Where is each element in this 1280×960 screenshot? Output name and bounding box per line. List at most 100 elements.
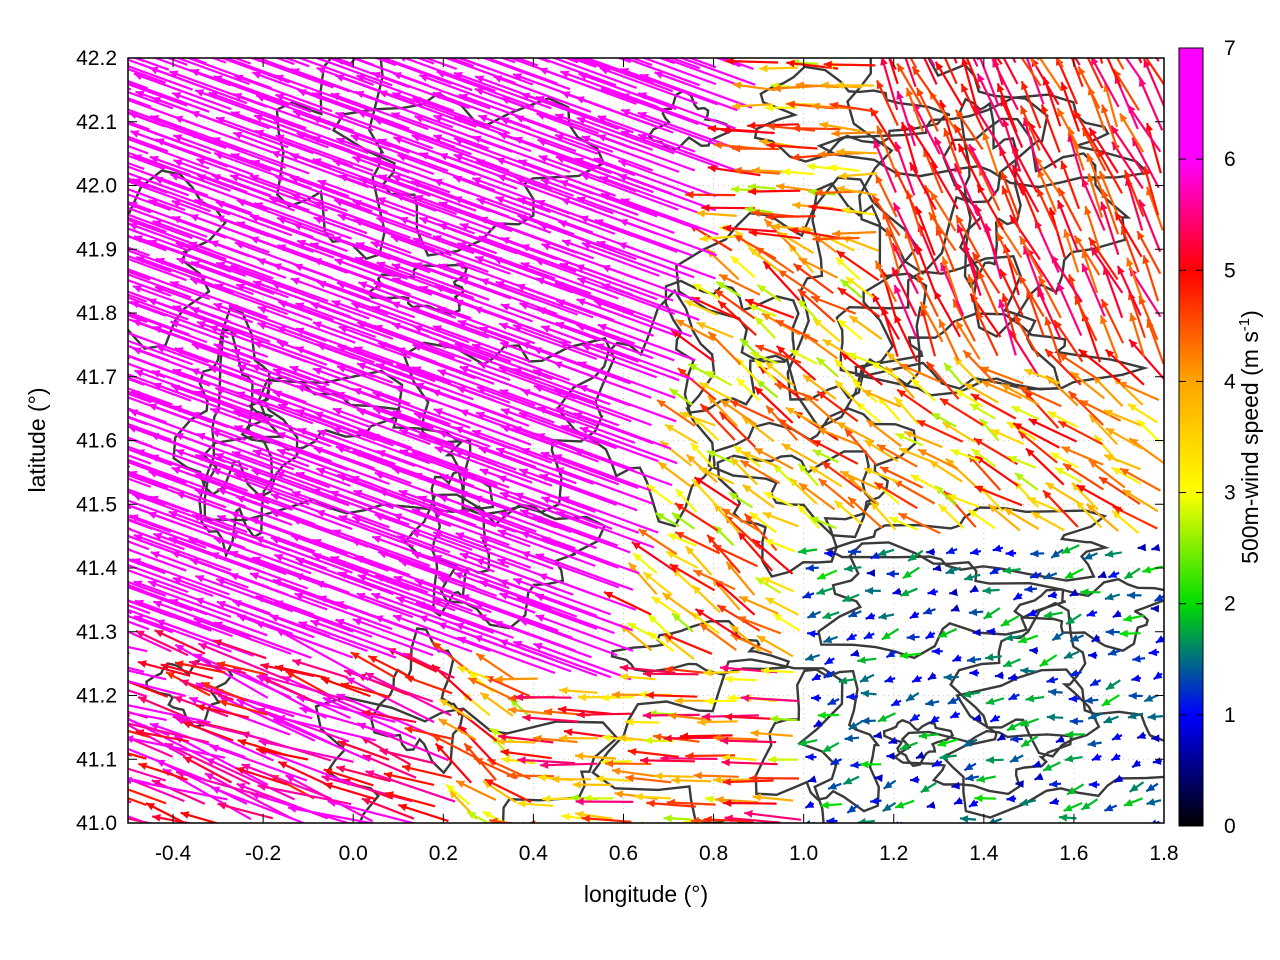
wind-arrow-head	[818, 478, 828, 487]
wind-arrow-head	[909, 162, 918, 172]
wind-arrow-head	[195, 473, 204, 481]
wind-arrow-head	[30, 97, 39, 104]
wind-arrow-head	[357, 362, 366, 370]
wind-arrow-head	[581, 242, 591, 250]
wind-arrow-head	[1124, 170, 1132, 179]
wind-arrow-head	[906, 87, 914, 97]
wind-arrow-head	[749, 774, 758, 783]
wind-arrow-shaft	[168, 536, 267, 575]
wind-arrow-head	[946, 546, 956, 555]
wind-arrow-shaft	[1128, 291, 1147, 339]
wind-arrow-shaft	[129, 514, 228, 552]
wind-arrow-shaft	[519, 509, 619, 547]
wind-arrow-shaft	[281, 675, 374, 717]
wind-arrow-shaft	[484, 675, 531, 698]
wind-arrow-head	[685, 752, 694, 760]
wind-arrow-head	[234, 27, 243, 34]
wind-arrow-head	[764, 538, 774, 547]
wind-arrow-head	[385, 791, 394, 799]
wind-arrow-shaft	[354, 256, 453, 295]
wind-arrow-head	[880, 34, 887, 43]
wind-arrow-head	[519, 411, 529, 420]
wind-arrow-shaft	[841, 825, 861, 832]
wind-arrow-shaft	[211, 467, 310, 506]
y-axis-ticks: 41.041.141.241.341.441.541.641.741.841.9…	[76, 47, 1164, 835]
wind-arrow-head	[812, 235, 821, 243]
wind-arrow-head	[870, 551, 880, 559]
wind-arrow-shaft	[313, 216, 412, 255]
wind-arrow-shaft	[419, 74, 518, 112]
wind-arrow-shaft	[476, 386, 575, 424]
wind-arrow-head	[1145, 123, 1153, 132]
wind-arrow-head	[714, 289, 724, 298]
wind-arrow-shaft	[391, 91, 491, 130]
wind-arrow-head	[925, 630, 935, 639]
wind-arrow-head	[939, 319, 947, 329]
wind-arrow-head	[730, 256, 740, 265]
wind-arrow-shaft	[332, 529, 431, 567]
wind-arrow-shaft	[1023, 390, 1060, 429]
wind-arrow-shaft	[356, 408, 455, 446]
wind-arrow-shaft	[277, 300, 376, 339]
terrain-contour	[707, 407, 917, 539]
wind-arrow-head	[1048, 688, 1057, 696]
wind-arrow-shaft	[433, 114, 532, 153]
wind-arrow-head	[288, 805, 297, 813]
wind-arrow-shaft	[310, 619, 409, 658]
wind-arrow-head	[718, 300, 727, 310]
wind-arrow-head	[1101, 299, 1109, 309]
wind-arrow-head	[236, 495, 245, 503]
wind-arrow-head	[724, 713, 733, 721]
wind-arrow-shaft	[128, 614, 173, 634]
wind-arrow-shaft	[939, 262, 965, 317]
wind-arrow-head	[704, 697, 713, 706]
wind-arrow-shaft	[155, 345, 254, 383]
wind-arrow-head	[860, 760, 869, 769]
wind-arrow-shaft	[1089, 246, 1124, 294]
wind-arrow-head	[726, 561, 735, 571]
wind-arrow-shaft	[677, 367, 717, 401]
wind-arrow-head	[848, 547, 857, 556]
wind-arrow-shaft	[174, 735, 269, 786]
x-tick-label: 0.8	[699, 842, 728, 865]
wind-arrow-head	[67, 133, 76, 140]
wind-arrow-shaft	[350, 134, 449, 172]
wind-arrow-head	[846, 692, 855, 701]
wind-arrow-head	[950, 449, 960, 457]
wind-arrow-head	[1137, 731, 1147, 739]
wind-arrow-head	[542, 795, 551, 803]
wind-arrow-head	[817, 150, 826, 159]
wind-arrow-head	[39, 628, 48, 635]
wind-arrow-head	[826, 817, 835, 823]
wind-arrow-head	[850, 761, 859, 769]
wind-arrow-head	[760, 666, 770, 675]
wind-arrow-head	[604, 591, 614, 599]
wind-arrow-head	[500, 748, 510, 757]
wind-arrow-head	[54, 410, 63, 417]
wind-arrow-head	[981, 380, 991, 388]
wind-arrow-shaft	[375, 362, 474, 401]
wind-arrow-shaft	[577, 277, 676, 315]
wind-arrow-shaft	[412, 237, 511, 275]
wind-arrow-shaft	[540, 178, 639, 216]
wind-arrow-head	[579, 426, 589, 435]
wind-arrow-head	[36, 749, 45, 756]
wind-arrow-shaft	[457, 242, 556, 280]
wind-arrow-shaft	[999, 97, 1024, 149]
wind-arrow-head	[1105, 349, 1115, 358]
wind-arrow-shaft	[495, 447, 594, 485]
wind-arrow-head	[27, 114, 36, 121]
wind-arrow-head	[1084, 206, 1092, 216]
wind-arrow-head	[1046, 713, 1056, 722]
wind-arrow-head	[272, 579, 282, 587]
wind-arrow-head	[1126, 591, 1136, 600]
wind-arrow-head	[494, 675, 503, 684]
wind-arrow-shaft	[128, 293, 147, 303]
wind-arrow-shaft	[325, 58, 410, 89]
wind-arrow-shaft	[228, 304, 327, 343]
wind-arrow-shaft	[215, 116, 314, 155]
wind-arrow-shaft	[194, 488, 293, 526]
wind-arrow-shaft	[594, 218, 693, 257]
wind-arrow-head	[1045, 349, 1054, 358]
wind-arrow-head	[755, 316, 764, 326]
